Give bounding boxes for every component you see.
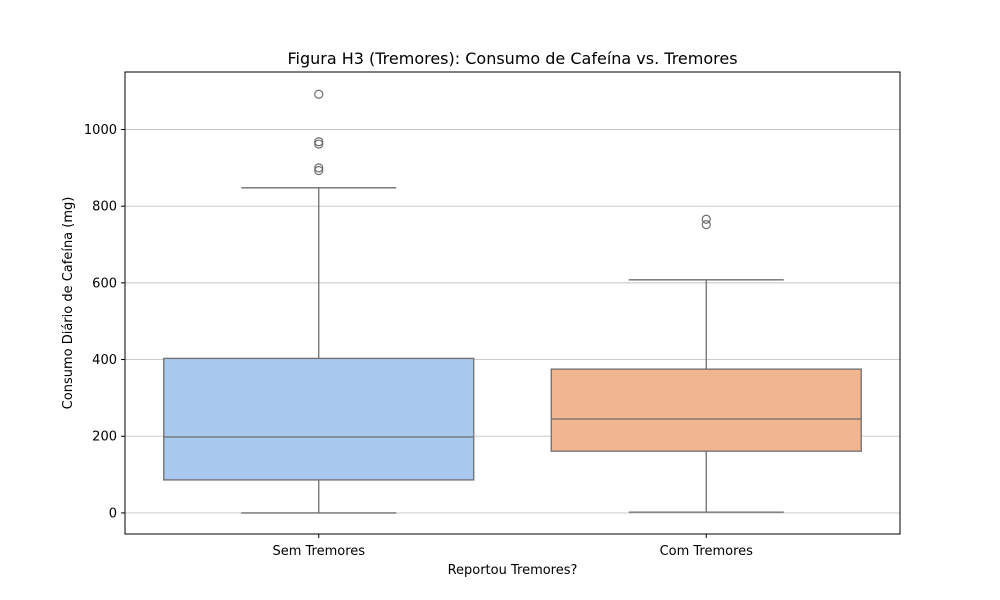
- x-axis-label: Reportou Tremores?: [448, 563, 578, 578]
- y-tick-label: 0: [109, 506, 117, 521]
- boxes: [163, 89, 862, 514]
- x-ticks: Sem Tremores Com Tremores: [272, 534, 753, 559]
- x-tick-label: Sem Tremores: [272, 544, 365, 559]
- y-tick-label: 400: [92, 353, 117, 368]
- iqr-box: [163, 357, 475, 481]
- chart-title: Figura H3 (Tremores): Consumo de Cafeína…: [287, 49, 737, 68]
- outlier-point: [314, 89, 324, 99]
- iqr-box: [550, 368, 862, 452]
- x-tick-label: Com Tremores: [660, 544, 754, 559]
- y-tick-label: 600: [92, 276, 117, 291]
- outlier-point: [701, 214, 711, 224]
- plot-frame: [124, 71, 901, 535]
- outlier-point: [314, 139, 324, 149]
- outlier-point: [314, 165, 324, 176]
- y-axis-label: Consumo Diário de Cafeína (mg): [61, 197, 76, 410]
- outlier-point: [701, 219, 711, 230]
- outlier-point: [314, 137, 324, 147]
- y-tick-label: 1000: [84, 123, 117, 138]
- y-tick-label: 800: [92, 200, 117, 215]
- y-ticks: 0 200 400 600 800 1000: [84, 123, 125, 521]
- outlier-point: [314, 163, 324, 173]
- y-tick-label: 200: [92, 430, 117, 445]
